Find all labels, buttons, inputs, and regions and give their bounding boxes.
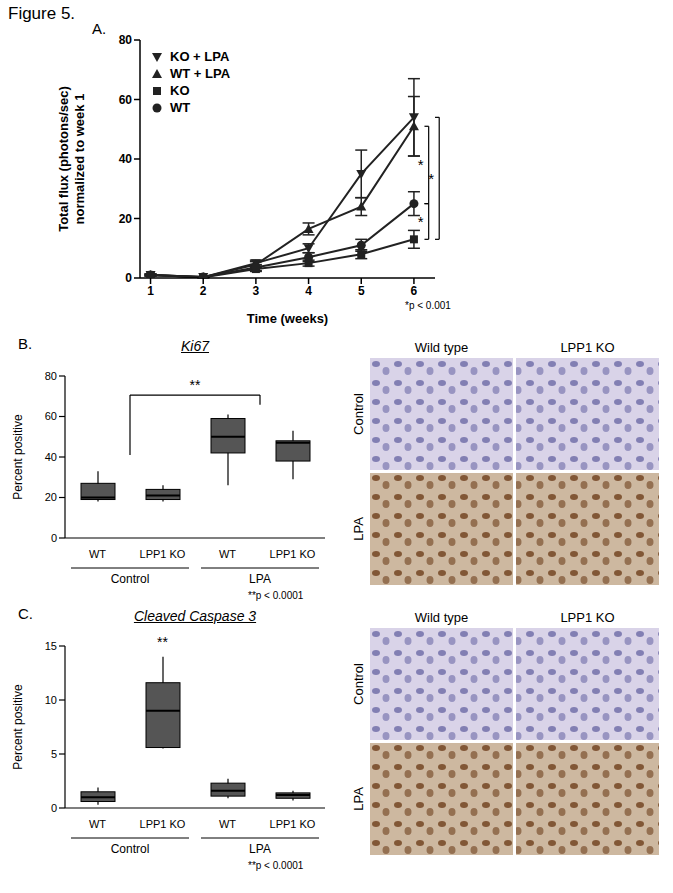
- html-text:**p < 0.0001: **p < 0.0001: [248, 860, 304, 871]
- svg-text:LPP1 KO: LPP1 KO: [140, 548, 186, 560]
- svg-text:1: 1: [147, 284, 154, 298]
- svg-text:80: 80: [45, 370, 57, 382]
- html-text:LPP1 KO: LPP1 KO: [560, 340, 615, 355]
- svg-text:60: 60: [45, 410, 57, 422]
- svg-text:4: 4: [305, 284, 312, 298]
- svg-text:Control: Control: [111, 842, 150, 856]
- svg-text:0: 0: [125, 271, 132, 285]
- html-text:LPA: LPA: [350, 517, 366, 541]
- svg-text:3: 3: [253, 284, 260, 298]
- svg-text:WT: WT: [89, 818, 106, 830]
- svg-text:LPP1 KO: LPP1 KO: [270, 818, 316, 830]
- html-text:A.: A.: [92, 20, 107, 37]
- html-text:WT + LPA: WT + LPA: [170, 66, 231, 81]
- svg-text:5: 5: [358, 284, 365, 298]
- svg-text:*: *: [418, 213, 424, 230]
- html-text:LPA: LPA: [350, 787, 366, 811]
- svg-text:WT: WT: [89, 548, 106, 560]
- svg-text:WT: WT: [219, 818, 236, 830]
- svg-text:15: 15: [45, 640, 57, 652]
- svg-text:**: **: [157, 634, 168, 650]
- html-text:Control: Control: [350, 663, 366, 705]
- svg-text:LPA: LPA: [249, 572, 271, 586]
- svg-text:80: 80: [119, 33, 133, 47]
- svg-text:40: 40: [119, 152, 133, 166]
- html-text:Wild type: Wild type: [414, 340, 469, 355]
- svg-text:*: *: [418, 156, 424, 173]
- svg-text:0: 0: [51, 532, 57, 544]
- svg-text:5: 5: [51, 748, 57, 760]
- html-text:Total flux (photons/sec): Total flux (photons/sec): [56, 86, 71, 232]
- svg-text:0: 0: [51, 802, 57, 814]
- svg-text:60: 60: [119, 93, 133, 107]
- svg-text:10: 10: [45, 694, 57, 706]
- html-text:Wild type: Wild type: [414, 610, 469, 625]
- html-text:KO + LPA: KO + LPA: [170, 49, 230, 64]
- html-text:Control: Control: [350, 393, 366, 435]
- html-text:B.: B.: [18, 335, 33, 352]
- html-text:Figure 5.: Figure 5.: [8, 4, 76, 23]
- svg-text:2: 2: [200, 284, 207, 298]
- html-text:C.: C.: [18, 605, 33, 622]
- svg-text:40: 40: [45, 451, 57, 463]
- svg-text:LPP1 KO: LPP1 KO: [270, 548, 316, 560]
- html-text:Ki67: Ki67: [181, 338, 209, 354]
- svg-text:LPA: LPA: [249, 842, 271, 856]
- svg-text:*: *: [428, 170, 434, 187]
- svg-text:Time (weeks): Time (weeks): [247, 311, 328, 326]
- html-text:LPP1 KO: LPP1 KO: [560, 610, 615, 625]
- svg-text:Percent positive: Percent positive: [11, 684, 25, 770]
- html-text:**p < 0.0001: **p < 0.0001: [248, 590, 304, 601]
- svg-text:WT: WT: [219, 548, 236, 560]
- html-text:WT: WT: [170, 100, 191, 115]
- html-text:normalized to week 1: normalized to week 1: [72, 93, 87, 225]
- html-text:Cleaved Caspase 3: Cleaved Caspase 3: [133, 608, 257, 624]
- svg-text:LPP1 KO: LPP1 KO: [140, 818, 186, 830]
- svg-text:20: 20: [119, 212, 133, 226]
- svg-text:Percent positive: Percent positive: [11, 414, 25, 500]
- svg-text:**: **: [190, 377, 201, 393]
- html-text:*p < 0.001: *p < 0.001: [405, 300, 451, 311]
- html-text:KO: KO: [170, 83, 190, 98]
- svg-text:6: 6: [411, 284, 418, 298]
- svg-text:20: 20: [45, 491, 57, 503]
- svg-text:Control: Control: [111, 572, 150, 586]
